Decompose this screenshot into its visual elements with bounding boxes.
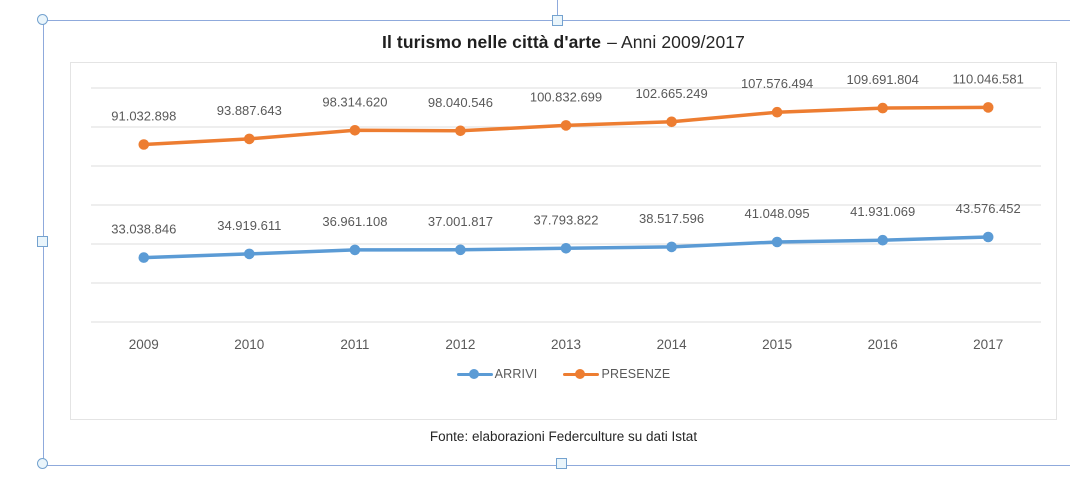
legend-item-arrivi[interactable]: ARRIVI — [456, 367, 538, 381]
data-point-arrivi-2014[interactable] — [666, 241, 677, 253]
chart-title-sub: – Anni 2009/2017 — [607, 32, 745, 52]
data-label-arrivi-2012: 37.001.817 — [428, 214, 493, 229]
legend-label-presenze: PRESENZE — [601, 367, 671, 381]
data-point-arrivi-2010[interactable] — [244, 248, 255, 260]
data-label-arrivi-2010: 34.919.611 — [217, 218, 281, 233]
source-note: Fonte: elaborazioni Federculture su dati… — [429, 429, 698, 444]
data-point-presenze-2010[interactable] — [244, 133, 255, 145]
data-label-arrivi-2017: 43.576.452 — [956, 201, 1021, 216]
data-point-arrivi-2017[interactable] — [982, 231, 994, 243]
chart-canvas[interactable]: 33.038.846 34.919.611 36.961.108 37.001.817… — [71, 63, 1056, 419]
selection-handle-left-middle[interactable] — [37, 236, 48, 247]
selection-handle-bottom-left[interactable] — [37, 458, 48, 469]
data-label-arrivi-2014: 38.517.596 — [639, 211, 704, 226]
data-point-arrivi-2016[interactable] — [877, 234, 888, 246]
data-point-presenze-2012[interactable] — [455, 125, 466, 137]
chart-title: Il turismo nelle città d'arte – Anni 2009… — [70, 32, 1057, 53]
data-label-presenze-2009: 91.032.898 — [111, 109, 176, 124]
data-point-presenze-2009[interactable] — [138, 139, 150, 150]
legend-marker-arrivi-icon — [456, 368, 493, 381]
selection-handle-bottom-middle[interactable] — [556, 458, 567, 469]
legend-label-arrivi: ARRIVI — [494, 367, 538, 381]
data-point-arrivi-2011[interactable] — [349, 244, 361, 256]
x-axis-label-2015: 2015 — [762, 337, 792, 352]
x-axis-label-2013: 2013 — [551, 337, 581, 352]
data-point-arrivi-2013[interactable] — [560, 243, 572, 254]
x-axis-label-2014: 2014 — [657, 337, 688, 352]
data-label-arrivi-2009: 33.038.846 — [111, 222, 176, 237]
selection-handle-top-middle[interactable] — [552, 15, 563, 26]
legend-marker-presenze-icon — [563, 368, 600, 381]
chart-legend: ARRIVI PRESENZE — [71, 367, 1056, 381]
selection-handle-top-left[interactable] — [37, 14, 48, 25]
data-point-arrivi-2015[interactable] — [771, 236, 783, 248]
data-point-presenze-2016[interactable] — [877, 102, 888, 114]
x-axis-label-2017: 2017 — [973, 337, 1003, 352]
x-axis-label-2016: 2016 — [868, 337, 898, 352]
data-label-arrivi-2011: 36.961.108 — [322, 214, 387, 229]
x-axis-label-2009: 2009 — [129, 337, 159, 352]
data-label-arrivi-2013: 37.793.822 — [533, 212, 598, 227]
data-label-presenze-2017: 110.046.581 — [953, 71, 1024, 86]
x-axis-label-2010: 2010 — [234, 337, 264, 352]
x-axis-label-2012: 2012 — [445, 337, 475, 352]
data-label-arrivi-2015: 41.048.095 — [745, 206, 810, 221]
handle-stem — [557, 0, 558, 16]
legend-item-presenze[interactable]: PRESENZE — [563, 367, 670, 381]
data-point-presenze-2015[interactable] — [771, 106, 783, 118]
data-point-presenze-2011[interactable] — [349, 125, 361, 136]
data-label-presenze-2016: 109.691.804 — [847, 72, 919, 87]
data-label-presenze-2014: 102.665.249 — [635, 86, 707, 101]
data-label-arrivi-2016: 41.931.069 — [850, 204, 915, 219]
data-label-presenze-2015: 107.576.494 — [741, 76, 813, 91]
data-label-presenze-2012: 98.040.546 — [428, 95, 493, 110]
chart-title-main: Il turismo nelle città d'arte — [382, 32, 602, 52]
data-point-arrivi-2012[interactable] — [455, 244, 466, 256]
x-axis-label-2011: 2011 — [340, 337, 369, 352]
data-label-presenze-2011: 98.314.620 — [322, 94, 387, 109]
data-label-presenze-2010: 93.887.643 — [217, 103, 282, 118]
data-point-presenze-2013[interactable] — [560, 120, 572, 131]
plot-area[interactable]: 33.038.846 34.919.611 36.961.108 37.001.817… — [70, 62, 1057, 420]
data-point-presenze-2014[interactable] — [666, 116, 677, 128]
data-label-presenze-2013: 100.832.699 — [530, 89, 602, 104]
data-point-presenze-2017[interactable] — [982, 102, 994, 113]
data-point-arrivi-2009[interactable] — [138, 252, 150, 263]
